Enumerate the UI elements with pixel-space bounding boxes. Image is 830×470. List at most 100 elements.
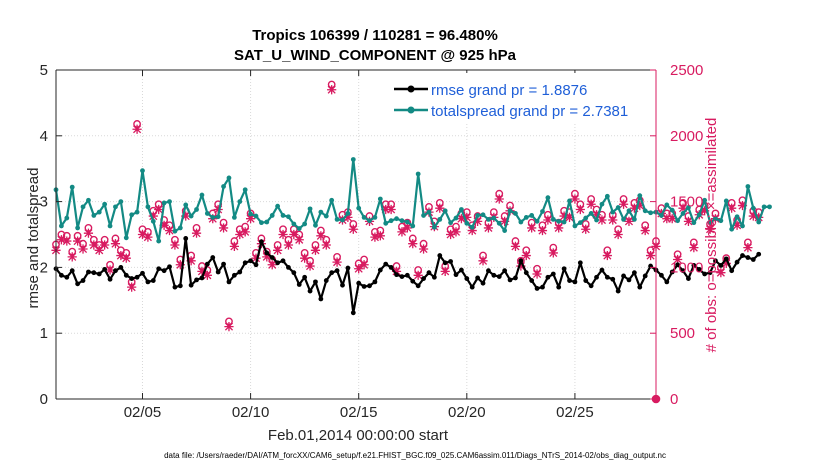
obs-assimilated-marker	[537, 225, 548, 236]
spread-point	[113, 204, 118, 210]
rmse-point	[583, 278, 589, 283]
rmse-point	[91, 270, 97, 276]
rmse-point	[264, 250, 270, 256]
spread-point	[610, 209, 616, 215]
rmse-point	[399, 274, 405, 280]
rmse-point	[410, 278, 416, 284]
obs-assimilated-marker	[397, 227, 407, 237]
obs-assimilated-marker	[370, 232, 380, 242]
spread-point	[745, 184, 751, 189]
rmse-point	[231, 272, 237, 278]
obs-assimilated-marker	[673, 254, 683, 265]
rmse-point	[118, 265, 124, 270]
rmse-point	[167, 264, 172, 270]
rmse-point	[188, 282, 194, 288]
rmse-point	[296, 282, 302, 287]
obs-assimilated-marker	[494, 194, 504, 204]
obs-assimilated-marker	[467, 225, 477, 236]
spread-point	[431, 224, 437, 230]
obs-assimilated-marker	[62, 236, 72, 246]
spread-point	[161, 200, 167, 206]
legend-rmse-marker	[407, 85, 415, 93]
rmse-point	[323, 278, 329, 283]
spread-point	[59, 223, 64, 229]
rmse-point	[86, 269, 91, 275]
spread-point	[253, 213, 259, 219]
rmse-point	[280, 258, 286, 264]
spread-point	[664, 202, 670, 208]
spread-point	[361, 214, 367, 220]
spread-point	[134, 209, 140, 215]
totalspread-series	[53, 157, 772, 244]
rmse-point	[680, 268, 686, 274]
obs-assimilated-marker	[629, 203, 639, 213]
rmse-point	[350, 310, 356, 316]
rmse-point	[59, 272, 64, 278]
rmse-point	[194, 277, 199, 283]
rmse-point	[161, 268, 167, 274]
rmse-point	[718, 263, 724, 268]
obs-assimilated-marker	[278, 229, 288, 240]
obs-assimilated-marker	[300, 253, 310, 263]
obs-assimilated-marker	[532, 269, 542, 279]
rmse-point	[253, 262, 259, 268]
obs-assimilated-marker	[559, 211, 569, 221]
rmse-point	[459, 267, 464, 273]
obs-assimilated-marker	[181, 211, 191, 221]
rmse-point	[215, 269, 221, 275]
chart-title: Tropics 106399 / 110281 = 96.480%	[252, 27, 498, 44]
obs-assimilated-marker	[516, 261, 526, 271]
spread-point	[259, 220, 264, 226]
spread-point	[167, 199, 172, 205]
obs-assimilated-marker	[164, 225, 175, 236]
obs-assimilated-marker	[262, 252, 272, 262]
obs-assimilated-marker	[89, 240, 99, 250]
rmse-point	[372, 279, 378, 285]
spread-point	[637, 193, 643, 199]
rmse-point	[75, 281, 81, 287]
obs-assimilated-marker	[273, 245, 283, 255]
spread-point	[156, 238, 162, 244]
rmse-point	[129, 276, 135, 281]
legend-spread-label: totalspread grand pr = 2.7381	[431, 103, 628, 120]
spread-point	[188, 213, 194, 219]
x-axis-label: Feb.01,2014 00:00:00 start	[268, 427, 449, 444]
obs-assimilated-marker	[510, 241, 521, 251]
spread-point	[394, 216, 399, 222]
obs-assimilated-marker	[743, 243, 753, 253]
rmse-point	[496, 274, 502, 280]
obs-assimilated-marker	[105, 265, 115, 275]
spread-point	[659, 213, 664, 218]
spread-point	[621, 216, 626, 222]
spread-point	[404, 219, 410, 225]
rmse-point	[318, 296, 324, 302]
obs-assimilated-marker	[240, 227, 250, 237]
rmse-point	[431, 274, 437, 280]
y-right-tick-label: 1500	[670, 194, 703, 211]
y-right-tick-label: 1000	[670, 259, 703, 276]
spread-point	[248, 211, 253, 217]
rmse-point	[702, 271, 708, 277]
y-tick-label: 2	[40, 259, 48, 276]
spread-point	[226, 175, 232, 181]
rmse-point	[275, 260, 281, 266]
spread-point	[356, 205, 362, 211]
spread-point	[102, 201, 108, 207]
data-file-footer: data file: /Users/raeder/DAI/ATM_forcXX/…	[164, 451, 666, 460]
rmse-point	[64, 274, 70, 280]
obs-assimilated-marker	[645, 250, 656, 261]
obs-assimilated-marker	[348, 224, 358, 234]
x-tick-label: 02/05	[124, 404, 162, 421]
obs-assimilated-marker	[581, 224, 591, 234]
spread-point	[540, 209, 545, 214]
spread-point	[615, 205, 621, 210]
rmse-point	[453, 272, 459, 278]
obs-assimilated-marker	[78, 244, 88, 254]
obs-assimilated-marker	[391, 266, 402, 276]
rmse-point	[577, 260, 583, 266]
x-tick-label: 02/15	[340, 404, 378, 421]
obs-assimilated-marker	[159, 220, 169, 230]
spread-point	[215, 214, 221, 220]
rmse-point	[523, 270, 529, 276]
rmse-point	[221, 261, 226, 267]
